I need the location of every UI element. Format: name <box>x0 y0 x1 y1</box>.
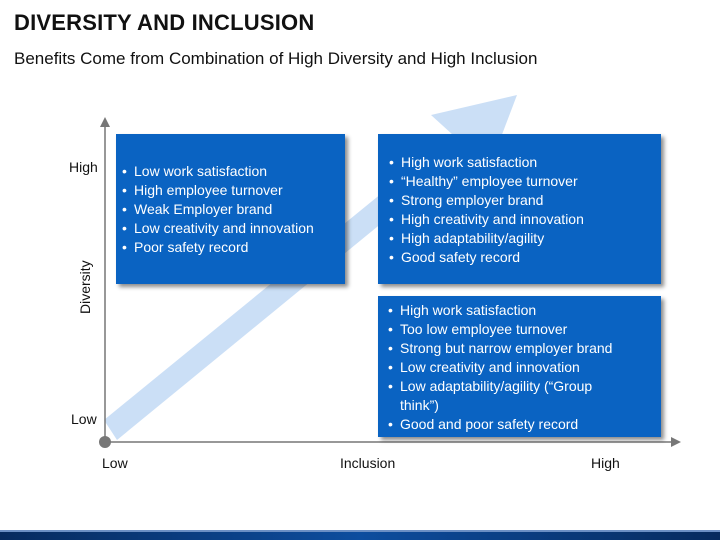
list-item: Poor safety record <box>122 238 345 257</box>
list-item: High employee turnover <box>122 181 345 200</box>
page-subtitle: Benefits Come from Combination of High D… <box>14 49 538 68</box>
x-axis-arrowhead <box>671 437 681 447</box>
y-axis-arrowhead <box>100 117 110 127</box>
list-item: Good safety record <box>389 248 661 267</box>
axis-origin-dot <box>99 436 111 448</box>
y-axis-high-label: High <box>69 159 98 175</box>
x-axis-high-label: High <box>591 455 620 471</box>
quadrant-low-diversity-high-inclusion: High work satisfaction Too low employee … <box>378 296 661 437</box>
list-item: Low creativity and innovation <box>122 219 345 238</box>
list-item: Strong but narrow employer brand <box>388 339 653 358</box>
y-axis-title: Diversity <box>77 260 93 314</box>
quadrant-list: High work satisfaction “Healthy” employe… <box>389 153 661 267</box>
list-item: Low work satisfaction <box>122 162 345 181</box>
quadrant-high-diversity-low-inclusion: Low work satisfaction High employee turn… <box>116 134 345 284</box>
list-item: High creativity and innovation <box>389 210 661 229</box>
x-axis-title: Inclusion <box>340 455 396 471</box>
page-title: DIVERSITY AND INCLUSION <box>14 10 315 35</box>
list-item: High work satisfaction <box>388 301 653 320</box>
y-axis-low-label: Low <box>71 411 97 427</box>
footer-accent-line <box>0 530 720 532</box>
x-axis-low-label: Low <box>102 455 128 471</box>
quadrant-list: High work satisfaction Too low employee … <box>388 301 653 434</box>
list-item: Weak Employer brand <box>122 200 345 219</box>
list-item: Low adaptability/agility (“Group think”) <box>388 377 653 415</box>
list-item: Too low employee turnover <box>388 320 653 339</box>
list-item: “Healthy” employee turnover <box>389 172 661 191</box>
list-item: Good and poor safety record <box>388 415 653 434</box>
list-item: High work satisfaction <box>389 153 661 172</box>
list-item: Low creativity and innovation <box>388 358 653 377</box>
footer-bar <box>0 532 720 540</box>
list-item: Strong employer brand <box>389 191 661 210</box>
list-item: High adaptability/agility <box>389 229 661 248</box>
quadrant-high-diversity-high-inclusion: High work satisfaction “Healthy” employe… <box>378 134 661 284</box>
quadrant-list: Low work satisfaction High employee turn… <box>122 162 345 257</box>
